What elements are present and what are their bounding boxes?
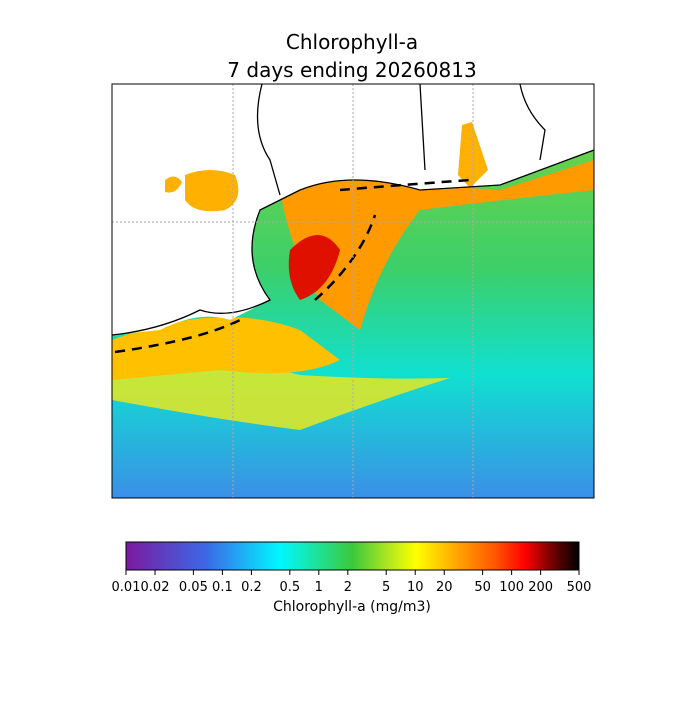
tick-label: 0.1 — [212, 580, 233, 595]
graticule — [112, 84, 594, 498]
tick-label: 100 — [499, 580, 524, 595]
colorbar-ticks: 0.01 0.02 0.05 0.1 0.2 0.5 1 2 5 10 20 50 100 200 500 — [112, 570, 592, 595]
subtitle: 7 days ending 20260813 — [227, 58, 476, 82]
tick-label: 1 — [315, 580, 323, 595]
coastal-band — [112, 317, 340, 380]
map — [112, 84, 594, 498]
tick-label: 0.2 — [241, 580, 262, 595]
tick-label: 5 — [382, 580, 390, 595]
tick-label: 0.05 — [179, 580, 208, 595]
lake — [165, 176, 182, 193]
lake — [185, 170, 239, 212]
boundary — [256, 84, 546, 196]
tick-label: 20 — [436, 580, 453, 595]
title: Chlorophyll-a — [286, 30, 418, 54]
tick-label: 50 — [474, 580, 491, 595]
colorbar-label: Chlorophyll-a (mg/m3) — [273, 599, 431, 615]
contour — [114, 178, 471, 354]
bay-water — [280, 160, 594, 330]
plume — [112, 357, 450, 430]
tick-label: 2 — [344, 580, 352, 595]
high-chl — [288, 235, 340, 300]
tick-label: 0.02 — [141, 580, 170, 595]
lake — [458, 122, 488, 188]
tick-label: 10 — [407, 580, 424, 595]
tick-label: 500 — [567, 580, 592, 595]
tick-label: 0.5 — [279, 580, 300, 595]
map-frame — [111, 83, 595, 499]
tick-label: 0.01 — [112, 580, 141, 595]
colorbar — [125, 541, 580, 571]
tick-label: 200 — [528, 580, 553, 595]
coastline — [112, 149, 594, 336]
